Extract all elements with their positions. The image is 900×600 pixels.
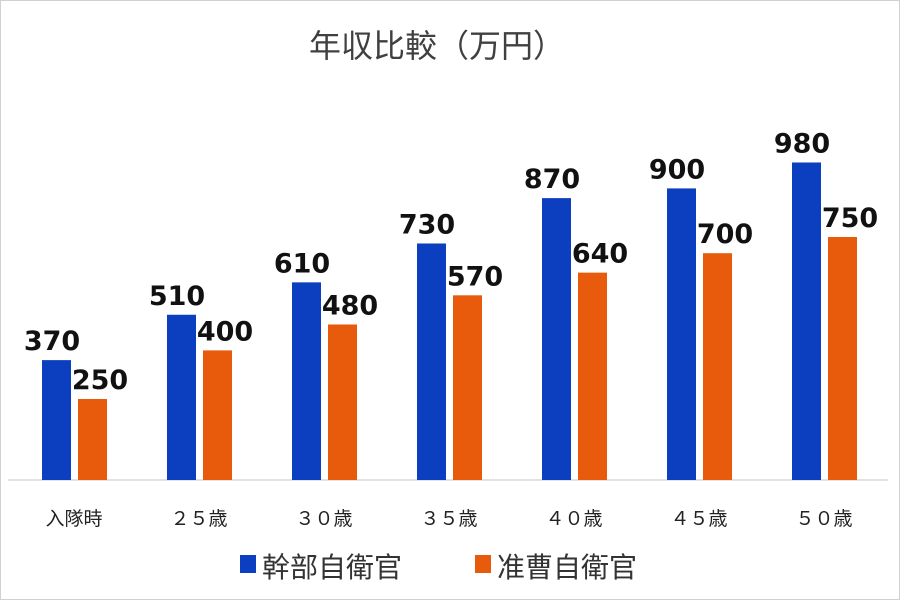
bar-0-6 xyxy=(792,162,821,481)
bar-1-2 xyxy=(328,324,357,480)
bar-1-1 xyxy=(203,350,232,480)
x-tick-label: ３５歳 xyxy=(420,508,477,530)
bar-0-4 xyxy=(542,198,571,480)
data-label: 870 xyxy=(524,164,580,195)
data-label: 370 xyxy=(24,326,80,357)
x-tick-label: 入隊時 xyxy=(45,508,102,530)
data-label: 900 xyxy=(649,154,705,185)
data-label: 980 xyxy=(774,128,830,159)
legend-swatch xyxy=(475,555,491,573)
x-tick-label: ４５歳 xyxy=(670,508,727,530)
data-label: 750 xyxy=(822,203,878,234)
legend-label: 准曹自衛官 xyxy=(497,551,637,584)
legend-swatch xyxy=(240,555,256,573)
bar-1-6 xyxy=(828,237,857,480)
data-label: 480 xyxy=(322,290,378,321)
legend: 幹部自衛官 准曹自衛官 xyxy=(240,551,637,584)
data-label: 510 xyxy=(149,281,205,312)
x-tick-label: ２５歳 xyxy=(170,508,227,530)
chart-title: 年収比較（万円） xyxy=(309,27,565,65)
x-tick-label: ４０歳 xyxy=(545,508,602,530)
data-label: 610 xyxy=(274,248,330,279)
data-label: 730 xyxy=(399,209,455,240)
bar-0-0 xyxy=(42,360,71,480)
x-tick-label: ３０歳 xyxy=(295,508,352,530)
data-label: 570 xyxy=(447,261,503,292)
data-label: 640 xyxy=(572,239,628,270)
bar-0-1 xyxy=(167,314,196,480)
bar-0-2 xyxy=(292,282,321,480)
bar-0-5 xyxy=(667,188,696,480)
bar-1-5 xyxy=(703,253,732,480)
x-tick-label: ５０歳 xyxy=(795,508,852,530)
bar-0-3 xyxy=(417,243,446,480)
data-label: 400 xyxy=(197,316,253,347)
bar-1-4 xyxy=(578,272,607,480)
legend-label: 幹部自衛官 xyxy=(262,551,402,584)
data-label: 250 xyxy=(72,365,128,396)
bar-1-3 xyxy=(453,295,482,480)
bar-1-0 xyxy=(78,399,107,480)
data-label: 700 xyxy=(697,219,753,250)
